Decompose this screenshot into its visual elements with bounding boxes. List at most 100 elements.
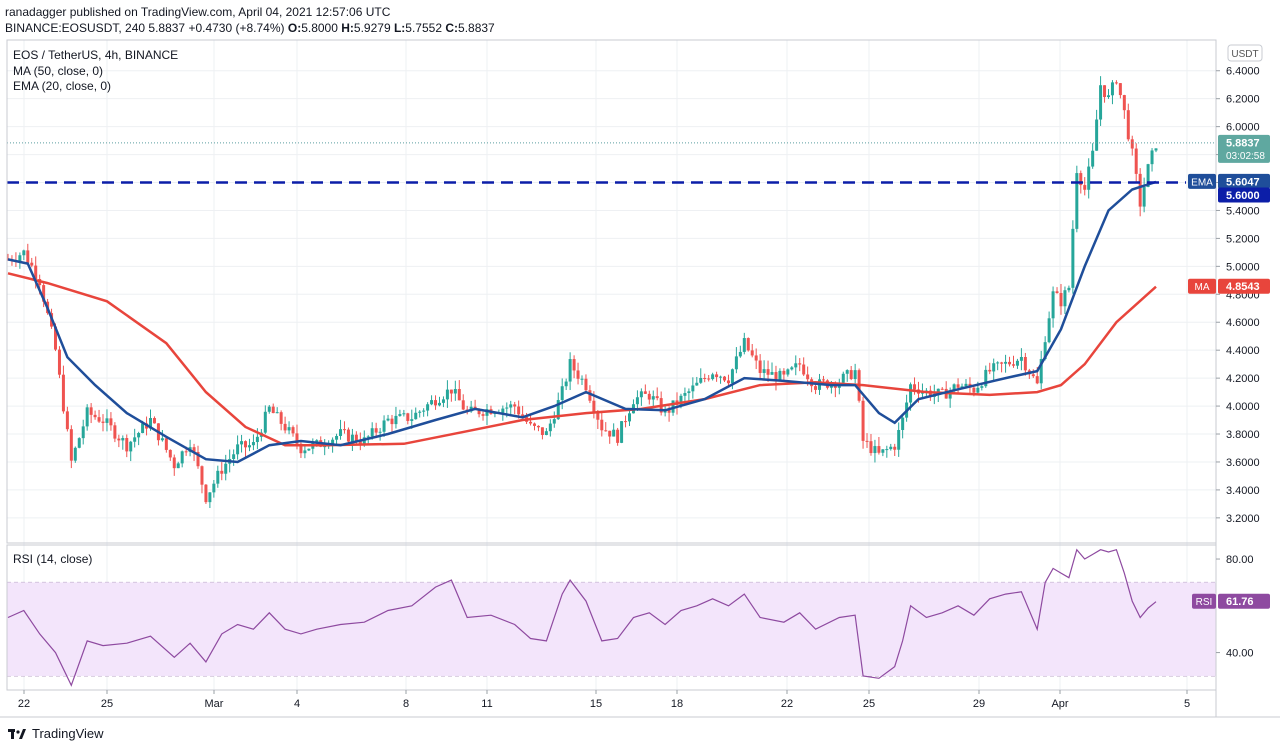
- price-label-value: 5.6000: [1226, 190, 1260, 202]
- candle-body: [691, 385, 695, 392]
- candle-body: [212, 483, 216, 493]
- high-label: H:: [341, 21, 354, 35]
- candle-body: [1122, 95, 1126, 111]
- candle-body: [457, 389, 461, 401]
- time-tick-label: 5: [1184, 698, 1190, 710]
- time-tick-label: 8: [403, 698, 409, 710]
- candle-body: [774, 372, 778, 381]
- candle-body: [105, 418, 109, 423]
- currency-label: USDT: [1231, 49, 1258, 60]
- candle-body: [742, 338, 746, 352]
- candle-body: [897, 429, 901, 450]
- line-tag-box: [1188, 278, 1216, 294]
- candle-body: [572, 359, 576, 371]
- candle-body: [164, 438, 168, 450]
- candle-body: [398, 414, 402, 416]
- candle-body: [323, 446, 327, 448]
- candle-body: [204, 484, 208, 503]
- candle-body: [236, 444, 240, 455]
- candle-body: [77, 438, 81, 448]
- price-axis[interactable]: 6.40006.20006.00005.80005.60005.40005.20…: [1216, 66, 1260, 660]
- candle-body: [501, 408, 505, 413]
- rsi-tick-label: 80.00: [1226, 554, 1254, 566]
- candle-body: [893, 446, 897, 450]
- candle-body: [1095, 119, 1099, 151]
- candle-body: [152, 418, 156, 424]
- candle-body: [604, 430, 608, 432]
- candle-body: [960, 386, 964, 388]
- candle-body: [972, 387, 976, 393]
- candle-body: [940, 388, 944, 390]
- candle-body: [97, 417, 101, 422]
- candle-body: [275, 412, 279, 414]
- candle-body: [608, 430, 612, 437]
- candle-body: [287, 427, 291, 431]
- candle-body: [426, 404, 430, 411]
- footer-brand-text: TradingView: [32, 726, 104, 741]
- candle-body: [485, 409, 489, 416]
- candle-body: [1067, 287, 1071, 291]
- price-tick-label: 5.2000: [1226, 233, 1260, 245]
- candle-body: [568, 359, 572, 382]
- candle-body: [936, 388, 940, 394]
- candle-body: [560, 386, 564, 401]
- candle-body: [1039, 359, 1043, 384]
- candle-body: [180, 451, 184, 464]
- candle-body: [790, 367, 794, 370]
- candle-body: [449, 389, 453, 394]
- candle-body: [137, 433, 141, 438]
- price-label-box: [1218, 187, 1270, 203]
- candle-body: [271, 406, 275, 414]
- time-tick-label: 22: [781, 698, 793, 710]
- candle-body: [703, 378, 707, 380]
- candle-body: [117, 438, 121, 441]
- candle-body: [552, 419, 556, 424]
- candle-body: [69, 429, 73, 461]
- candle-body: [65, 411, 69, 430]
- price-tick-label: 4.6000: [1226, 317, 1260, 329]
- candle-body: [1035, 376, 1039, 384]
- candle-body: [639, 391, 643, 398]
- candle-body: [1059, 293, 1063, 307]
- candle-body: [477, 409, 481, 415]
- candle-body: [584, 378, 588, 391]
- currency-badge-box: [1227, 44, 1263, 62]
- candle-body: [624, 421, 628, 423]
- price-label-value: 4.8543: [1226, 281, 1260, 293]
- candle-body: [61, 374, 65, 412]
- candle-body: [335, 435, 339, 440]
- candle-body: [101, 421, 105, 423]
- candle-body: [877, 446, 881, 453]
- publisher-line: ranadagger published on TradingView.com,…: [5, 5, 391, 19]
- currency-badge[interactable]: USDT: [1227, 44, 1263, 62]
- candle-body: [798, 363, 802, 365]
- candle-body: [378, 431, 382, 433]
- rsi-tag-box: [1192, 593, 1216, 609]
- price-labels: 5.8837 03:02:58 5.6047 EMA 5.6000 4.8543 MA 61.…: [1188, 134, 1270, 609]
- line-tag-box: [1188, 173, 1216, 189]
- candle-body: [279, 412, 283, 424]
- candle-body: [354, 434, 358, 442]
- time-axis[interactable]: 22 25 Mar 4 8 11 15 18 22 25 29 Apr 5: [18, 690, 1190, 710]
- candle-body: [778, 370, 782, 381]
- candle-body: [93, 414, 97, 418]
- price-change: +0.4730 (+8.74%): [188, 21, 285, 35]
- candle-body: [596, 412, 600, 420]
- candle-body: [786, 369, 790, 375]
- candle-body: [251, 442, 255, 446]
- candle-body: [232, 454, 236, 459]
- tradingview-logo-icon: [8, 728, 26, 739]
- candle-body: [346, 429, 350, 442]
- candle-body: [129, 441, 133, 452]
- candle-body: [841, 373, 845, 383]
- candle-body: [81, 426, 85, 439]
- candle-body: [255, 436, 259, 443]
- candle-body: [89, 407, 93, 415]
- close-value: 5.8837: [458, 21, 495, 35]
- candle-body: [782, 370, 786, 375]
- candle-body: [1075, 173, 1079, 229]
- candle-body: [1110, 82, 1114, 96]
- candle-body: [1011, 364, 1015, 366]
- footer-brand[interactable]: TradingView: [8, 726, 104, 741]
